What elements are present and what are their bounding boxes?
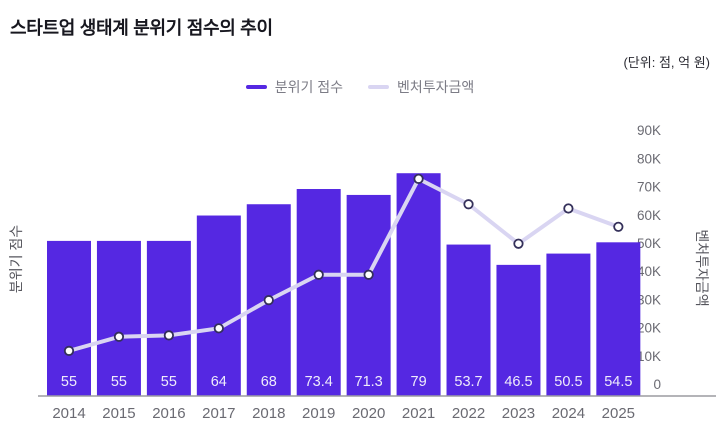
bar-2015: [96, 240, 141, 396]
bar-2019: [296, 189, 341, 396]
line-series-swatch: [368, 85, 389, 89]
chart-area: 0 10K 20K 30K 40K 50K 60K 70K 80K 90K 55 55 55 64 68 73…: [0, 110, 720, 426]
bar-2023: [496, 264, 541, 396]
investment-line: [67, 176, 621, 353]
x-axis-label-2023: 2023: [502, 405, 535, 422]
legend-label-investment: 벤처투자금액: [397, 79, 475, 95]
bar-2016: [146, 240, 191, 396]
bar-series-swatch: [245, 85, 267, 89]
line-point-2017: [213, 323, 224, 334]
x-axis-label-2020: 2020: [352, 405, 385, 422]
x-axis-label-2015: 2015: [102, 405, 135, 422]
bar-value-label-2018: 68: [261, 374, 277, 390]
bar-value-label-2022: 53.7: [454, 374, 482, 390]
bar-value-label-2025: 54.5: [604, 374, 632, 390]
line-point-2021: [413, 173, 424, 184]
line-point-2018: [263, 295, 274, 306]
right-axis-tick-30K: 30K: [637, 292, 661, 307]
right-axis-tick-0: 0: [653, 377, 661, 392]
line-point-2014: [63, 345, 75, 356]
right-axis-tick-40K: 40K: [637, 264, 661, 279]
x-axis-label-2016: 2016: [152, 405, 185, 422]
line-point-2015: [113, 331, 125, 342]
bar-value-label-2019: 73.4: [305, 374, 333, 390]
line-point-2025: [613, 221, 624, 232]
chart-title: 스타트업 생태계 분위기 점수의 추이: [10, 18, 273, 38]
legend-label-score: 분위기 점수: [274, 79, 343, 95]
legend-item-score: 분위기 점수: [245, 77, 343, 97]
bar-2014: [47, 240, 91, 396]
bar-2024: [546, 253, 591, 396]
bar-value-label-2023: 46.5: [504, 374, 532, 390]
x-axis-label-2019: 2019: [302, 405, 335, 422]
right-axis-tick-20K: 20K: [637, 321, 661, 336]
unit-note: (단위: 점, 억 원): [623, 55, 710, 70]
bar-2022: [446, 244, 491, 396]
x-axis-label-2017: 2017: [202, 405, 235, 422]
bar-2020: [346, 194, 391, 396]
x-axis-label-2014: 2014: [52, 405, 85, 422]
bar-value-label-2017: 64: [211, 374, 227, 390]
line-point-2024: [563, 203, 574, 214]
right-axis-tick-10K: 10K: [637, 349, 661, 364]
left-axis-title: 분위기 점수: [8, 225, 24, 293]
right-axis-title: 벤처투자금액: [694, 229, 710, 306]
right-axis-tick-70K: 70K: [637, 180, 661, 195]
combo-chart: 0 10K 20K 30K 40K 50K 60K 70K 80K 90K 55 55 55 64 68 73…: [8, 123, 716, 422]
bar-value-label-2021: 79: [411, 374, 427, 390]
bar-2025: [596, 242, 641, 396]
legend: 분위기 점수 벤처투자금액: [0, 77, 720, 97]
bar-value-label-2014: 55: [61, 374, 77, 390]
bar-value-label-2015: 55: [111, 374, 127, 390]
bar-value-label-2024: 50.5: [554, 374, 582, 390]
legend-item-investment: 벤처투자금액: [368, 77, 474, 97]
x-axis-label-2025: 2025: [602, 405, 635, 422]
right-axis-tick-90K: 90K: [637, 123, 661, 138]
right-axis-tick-60K: 60K: [637, 208, 661, 223]
bar-2017: [196, 215, 241, 396]
x-axis-label-2018: 2018: [252, 405, 285, 422]
x-axis-label-2021: 2021: [402, 405, 435, 422]
line-point-2020: [363, 269, 374, 280]
line-point-2022: [463, 199, 474, 210]
x-axis-label-2024: 2024: [552, 405, 585, 422]
right-axis-tick-80K: 80K: [637, 151, 661, 166]
line-point-2023: [513, 238, 524, 249]
x-axis-label-2022: 2022: [452, 405, 485, 422]
right-axis-tick-50K: 50K: [637, 236, 661, 251]
bar-value-label-2016: 55: [161, 374, 177, 390]
bar-value-label-2020: 71.3: [355, 374, 383, 390]
line-point-2019: [313, 269, 324, 280]
line-point-2016: [163, 330, 174, 341]
